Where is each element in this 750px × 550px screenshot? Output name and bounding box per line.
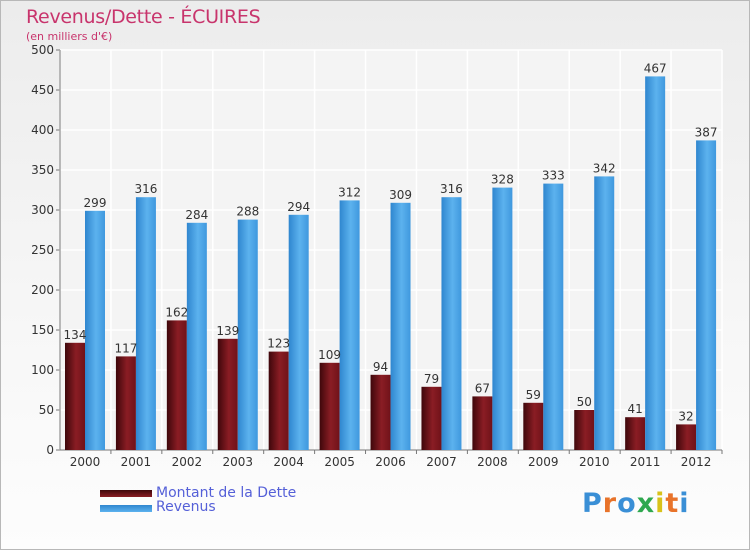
logo-letter: t bbox=[665, 488, 680, 519]
y-tick-label: 250 bbox=[31, 243, 54, 257]
data-label-dette: 94 bbox=[373, 360, 388, 374]
data-label-revenus: 316 bbox=[134, 182, 157, 196]
data-label-dette: 123 bbox=[267, 337, 290, 351]
bar-dette bbox=[574, 410, 595, 450]
data-label-dette: 41 bbox=[628, 402, 643, 416]
data-label-revenus: 299 bbox=[84, 196, 107, 210]
chart-subtitle: (en milliers d'€) bbox=[26, 30, 113, 43]
logo-letter: o bbox=[617, 488, 637, 519]
y-tick-label: 200 bbox=[31, 283, 54, 297]
logo-letter: P bbox=[582, 488, 603, 519]
data-label-revenus: 284 bbox=[185, 208, 208, 222]
bar-dette bbox=[523, 402, 544, 450]
chart-title: Revenus/Dette - ÉCUIRES bbox=[26, 6, 261, 28]
data-label-dette: 162 bbox=[165, 305, 188, 319]
bar-revenus bbox=[696, 140, 717, 450]
data-label-revenus: 328 bbox=[491, 173, 514, 187]
y-tick-label: 300 bbox=[31, 203, 54, 217]
bar-revenus bbox=[645, 76, 666, 451]
bar-revenus bbox=[85, 210, 105, 450]
data-label-revenus: 294 bbox=[287, 200, 310, 214]
bar-revenus bbox=[390, 202, 411, 450]
y-tick-label: 400 bbox=[31, 123, 54, 137]
bar-revenus bbox=[288, 214, 309, 450]
x-tick-label: 2001 bbox=[121, 455, 152, 469]
bar-dette bbox=[268, 351, 289, 450]
bar-dette bbox=[421, 386, 442, 450]
bar-dette bbox=[217, 338, 238, 450]
data-label-dette: 50 bbox=[577, 395, 592, 409]
logo-letter: i bbox=[679, 488, 690, 519]
x-tick-label: 2012 bbox=[681, 455, 712, 469]
y-tick-label: 0 bbox=[46, 443, 54, 457]
bar-dette bbox=[319, 362, 340, 450]
data-label-dette: 67 bbox=[475, 381, 490, 395]
y-tick-label: 450 bbox=[31, 83, 54, 97]
bar-revenus bbox=[543, 183, 564, 450]
data-label-dette: 79 bbox=[424, 372, 439, 386]
bar-revenus bbox=[594, 176, 615, 450]
bar-revenus bbox=[492, 187, 513, 450]
y-tick-label: 150 bbox=[31, 323, 54, 337]
x-tick-label: 2011 bbox=[630, 455, 661, 469]
data-label-dette: 59 bbox=[526, 388, 541, 402]
data-label-revenus: 288 bbox=[236, 205, 259, 219]
legend-label-revenus: Revenus bbox=[156, 499, 216, 515]
bar-dette bbox=[472, 396, 493, 450]
x-tick-label: 2009 bbox=[528, 455, 559, 469]
bar-dette bbox=[370, 374, 391, 450]
data-label-dette: 109 bbox=[318, 348, 341, 362]
proxiti-logo: Proxiti bbox=[582, 488, 690, 519]
bar-dette bbox=[166, 320, 187, 450]
bar-revenus bbox=[237, 219, 258, 450]
logo-letter: x bbox=[636, 488, 656, 519]
legend-swatch-dette bbox=[100, 490, 152, 497]
bar-revenus bbox=[135, 197, 156, 450]
data-label-revenus: 467 bbox=[644, 61, 667, 75]
y-tick-label: 350 bbox=[31, 163, 54, 177]
x-tick-label: 2002 bbox=[172, 455, 203, 469]
x-tick-label: 2004 bbox=[273, 455, 304, 469]
data-label-dette: 134 bbox=[64, 328, 87, 342]
x-tick-label: 2007 bbox=[426, 455, 457, 469]
legend-label-dette: Montant de la Dette bbox=[156, 485, 297, 501]
legend-swatch-revenus bbox=[100, 505, 152, 512]
bar-revenus bbox=[339, 200, 360, 450]
bar-revenus bbox=[186, 222, 207, 450]
bar-dette bbox=[115, 356, 136, 450]
logo-letter: r bbox=[602, 488, 618, 519]
y-tick-label: 50 bbox=[39, 403, 54, 417]
bar-revenus bbox=[441, 197, 462, 450]
data-label-revenus: 387 bbox=[695, 125, 718, 139]
x-tick-label: 2010 bbox=[579, 455, 610, 469]
x-tick-label: 2005 bbox=[324, 455, 355, 469]
logo-letter: i bbox=[655, 488, 666, 519]
bar-dette bbox=[65, 342, 85, 450]
x-tick-label: 2006 bbox=[375, 455, 406, 469]
bar-dette bbox=[676, 424, 697, 450]
data-label-revenus: 342 bbox=[593, 161, 616, 175]
x-tick-label: 2003 bbox=[222, 455, 253, 469]
data-label-dette: 139 bbox=[216, 324, 239, 338]
data-label-revenus: 309 bbox=[389, 188, 412, 202]
data-label-dette: 32 bbox=[678, 409, 693, 423]
y-tick-label: 100 bbox=[31, 363, 54, 377]
y-tick-label: 500 bbox=[31, 43, 54, 57]
bar-dette bbox=[625, 417, 646, 450]
data-label-dette: 117 bbox=[114, 341, 137, 355]
x-tick-label: 2000 bbox=[70, 455, 101, 469]
x-tick-label: 2008 bbox=[477, 455, 508, 469]
data-label-revenus: 312 bbox=[338, 185, 361, 199]
data-label-revenus: 333 bbox=[542, 169, 565, 183]
data-label-revenus: 316 bbox=[440, 182, 463, 196]
